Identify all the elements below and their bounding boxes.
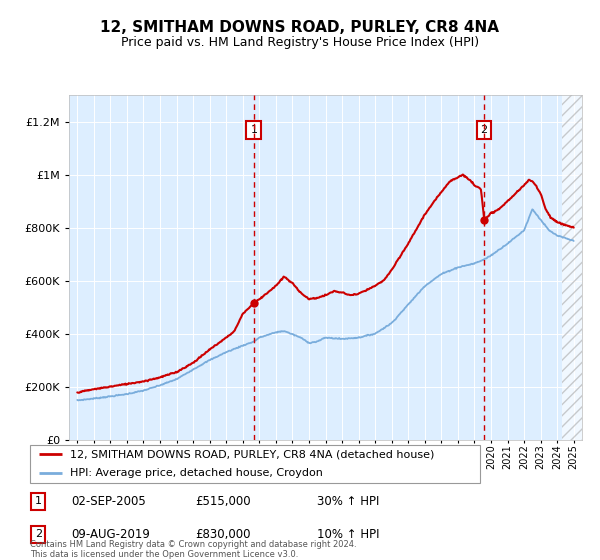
Text: £830,000: £830,000 <box>196 528 251 541</box>
Text: 2: 2 <box>35 529 42 539</box>
Text: 12, SMITHAM DOWNS ROAD, PURLEY, CR8 4NA (detached house): 12, SMITHAM DOWNS ROAD, PURLEY, CR8 4NA … <box>71 449 435 459</box>
Text: HPI: Average price, detached house, Croydon: HPI: Average price, detached house, Croy… <box>71 468 323 478</box>
Text: 02-SEP-2005: 02-SEP-2005 <box>71 495 146 508</box>
FancyBboxPatch shape <box>30 445 480 483</box>
Bar <box>562 95 590 440</box>
Text: 2: 2 <box>481 125 488 134</box>
Text: 10% ↑ HPI: 10% ↑ HPI <box>317 528 380 541</box>
Text: 1: 1 <box>250 125 257 134</box>
Text: 12, SMITHAM DOWNS ROAD, PURLEY, CR8 4NA: 12, SMITHAM DOWNS ROAD, PURLEY, CR8 4NA <box>101 20 499 35</box>
Text: £515,000: £515,000 <box>196 495 251 508</box>
Text: 09-AUG-2019: 09-AUG-2019 <box>71 528 150 541</box>
Text: Contains HM Land Registry data © Crown copyright and database right 2024.
This d: Contains HM Land Registry data © Crown c… <box>30 540 356 559</box>
Text: 1: 1 <box>35 496 42 506</box>
Text: Price paid vs. HM Land Registry's House Price Index (HPI): Price paid vs. HM Land Registry's House … <box>121 36 479 49</box>
Text: 30% ↑ HPI: 30% ↑ HPI <box>317 495 379 508</box>
